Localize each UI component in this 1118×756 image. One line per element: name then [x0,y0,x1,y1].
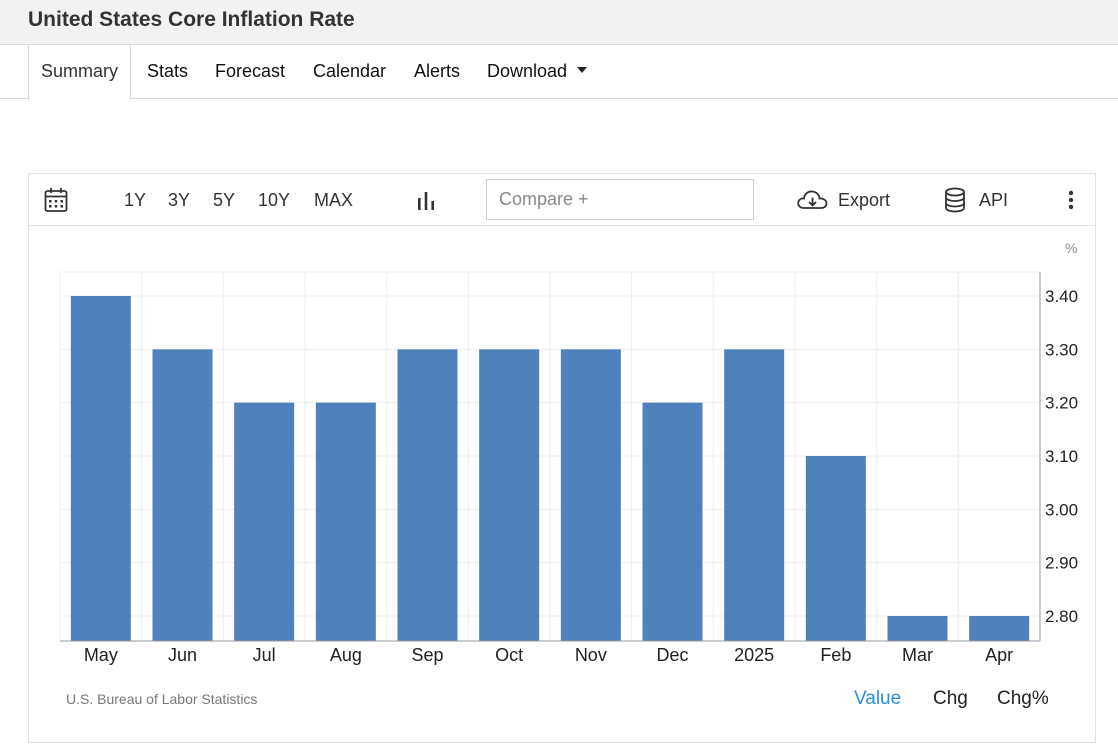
mode-value-button[interactable]: Value [854,688,902,709]
y-tick-label: 3.30 [1045,340,1078,359]
x-tick-label: Feb [820,645,851,665]
tab-calendar[interactable]: Calendar [313,61,387,81]
tab-download-label: Download [487,61,568,81]
y-tick-label: 2.80 [1045,607,1078,626]
range-3y-button[interactable]: 3Y [168,190,191,210]
bar [969,616,1030,641]
x-tick-label: Jul [253,645,276,665]
source-label: U.S. Bureau of Labor Statistics [66,691,258,707]
bar [315,402,376,641]
bar [397,349,458,641]
x-tick-label: Aug [330,645,362,665]
tab-download[interactable]: Download [487,45,588,99]
api-button[interactable]: API [944,174,1024,226]
range-10y-button[interactable]: 10Y [258,190,291,210]
x-tick-label: Dec [656,645,688,665]
tab-alerts[interactable]: Alerts [414,61,461,81]
x-tick-label: Nov [575,645,607,665]
bar-chart: 3.40 3.30 3.20 3.10 3.00 2.90 2.80% May Jun Jul Au… [59,240,1078,665]
x-tick-label: Apr [985,645,1013,665]
export-button[interactable]: Export [796,174,896,226]
chart-toolbar: 1Y 3Y 5Y 10Y MAX Export API [29,174,1095,226]
chart-panel: 1Y 3Y 5Y 10Y MAX Export API [28,173,1096,743]
bar-chart-icon[interactable] [416,190,436,210]
tab-bar: Summary Stats Forecast Calendar Alerts D… [0,45,1118,100]
bar [560,349,621,641]
tab-forecast[interactable]: Forecast [215,61,286,81]
calendar-icon[interactable] [44,187,68,213]
y-tick-label: 3.10 [1045,447,1078,466]
y-tick-label: 3.00 [1045,500,1078,519]
compare-input[interactable] [486,179,754,220]
x-tick-label: Oct [495,645,523,665]
more-vertical-icon[interactable] [1067,190,1075,212]
range-max-button[interactable]: MAX [314,190,354,210]
mode-chg-button[interactable]: Chg [933,688,968,709]
export-label: Export [838,190,891,210]
mode-chg-percent-button[interactable]: Chg% [997,688,1049,709]
bar [805,456,866,641]
bar [479,349,540,641]
y-unit-label: % [1065,240,1077,256]
y-tick-label: 3.40 [1045,287,1078,306]
bar [642,402,703,641]
x-tick-label: 2025 [734,645,774,665]
range-1y-button[interactable]: 1Y [124,190,147,210]
api-label: API [979,190,1009,210]
range-5y-button[interactable]: 5Y [213,190,236,210]
y-tick-label: 3.20 [1045,394,1078,413]
caret-down-icon [577,67,588,74]
tab-summary[interactable]: Summary [28,45,132,100]
page-title: United States Core Inflation Rate [28,8,355,31]
bar [152,349,213,641]
x-tick-label: May [84,645,118,665]
x-tick-label: Jun [168,645,197,665]
x-tick-label: Sep [411,645,443,665]
bar [234,402,295,641]
bar [887,616,948,641]
tab-stats[interactable]: Stats [147,61,189,81]
y-tick-label: 2.90 [1045,554,1078,573]
bar [70,296,131,641]
bar [724,349,785,641]
database-icon [945,187,965,213]
title-bar: United States Core Inflation Rate [0,0,1118,45]
cloud-download-icon [797,190,828,209]
x-tick-label: Mar [902,645,933,665]
